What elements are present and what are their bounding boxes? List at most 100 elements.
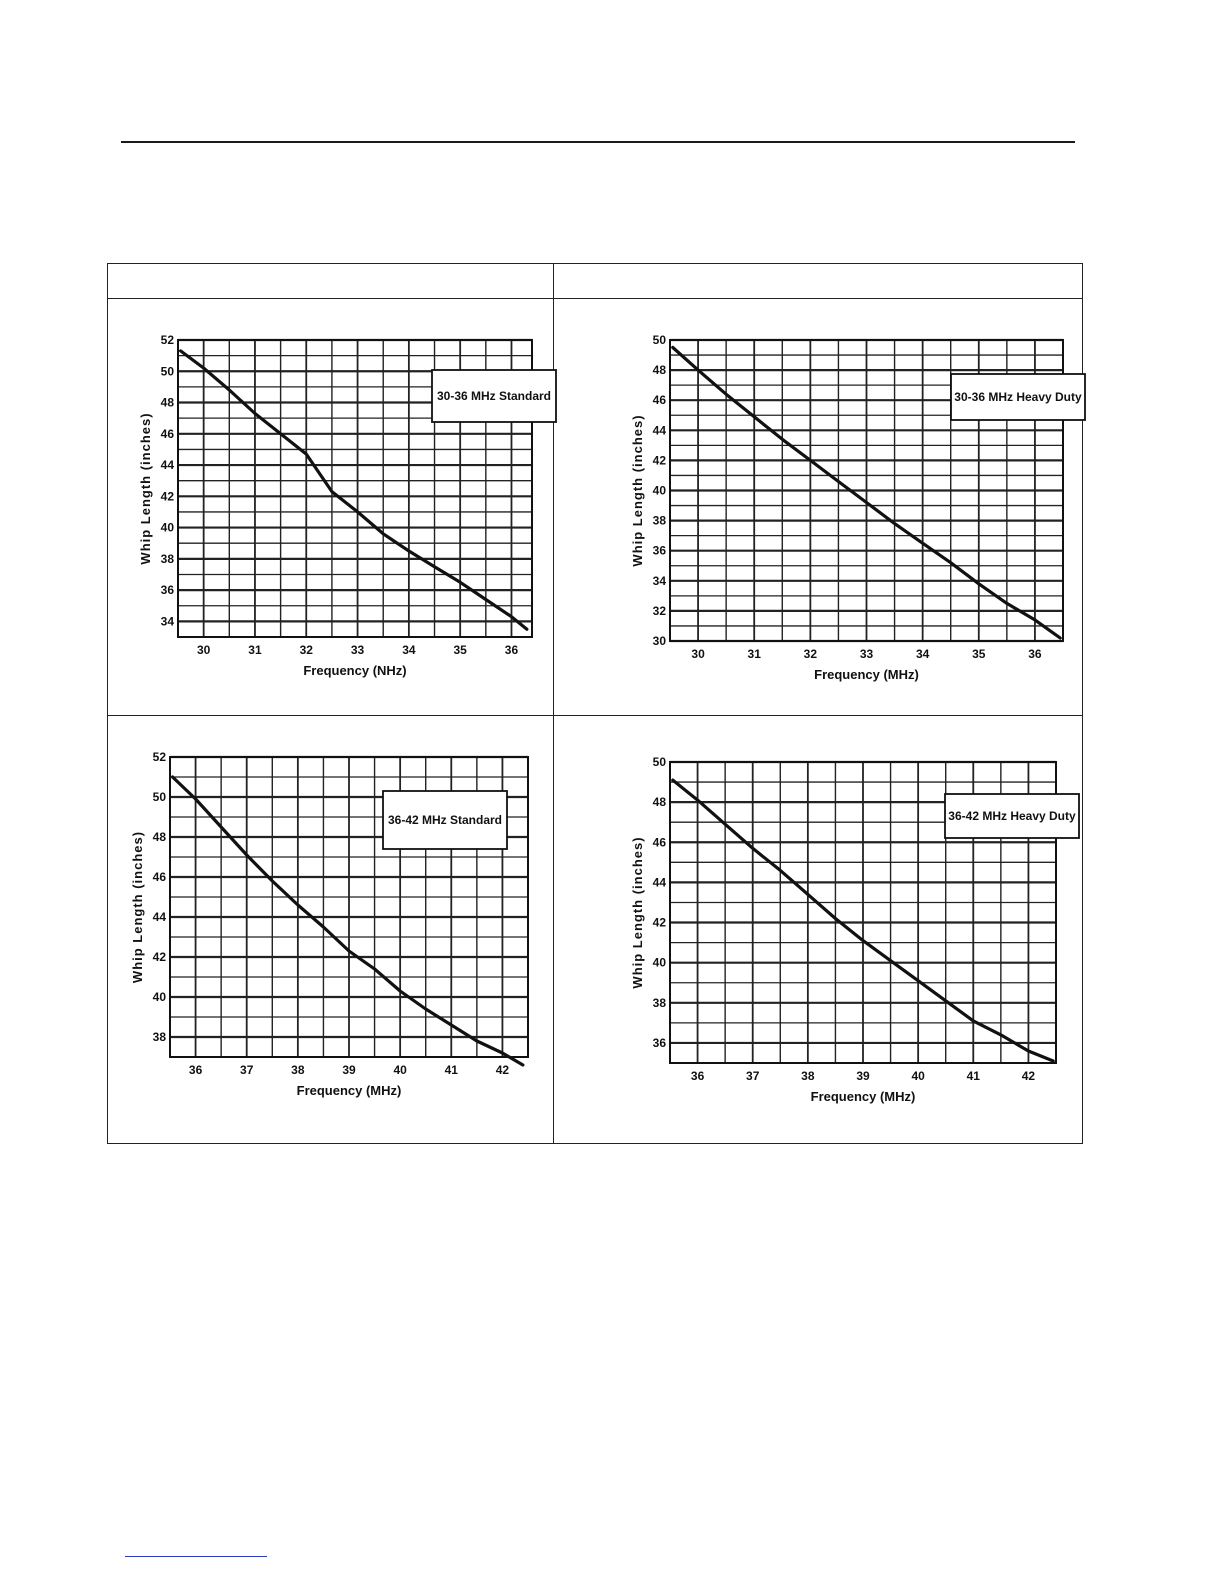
y-tick-label: 50 <box>153 790 167 804</box>
y-axis-label: Whip Length (inches) <box>138 412 153 564</box>
y-axis-label: Whip Length (inches) <box>130 831 145 983</box>
y-tick-label: 42 <box>653 916 667 930</box>
y-tick-label: 42 <box>653 453 667 467</box>
legend: 36-42 MHz Standard <box>382 790 508 850</box>
chart-cell-36-42-heavy-duty: 36 37 38 39 40 41 42 50 48 46 44 42 40 38 36 Frequency … <box>553 715 1083 1144</box>
y-tick-label: 46 <box>653 835 667 849</box>
legend-box <box>944 793 1080 839</box>
x-tick-label: 34 <box>916 647 930 661</box>
series-line <box>671 778 1055 1063</box>
table-header-row <box>107 263 1083 299</box>
y-tick-label: 38 <box>161 552 175 566</box>
y-tick-label: 38 <box>653 514 667 528</box>
header-cell-left <box>107 263 554 299</box>
legend-box <box>382 790 508 850</box>
x-tick-label: 38 <box>291 1063 305 1077</box>
y-tick-label: 36 <box>653 1036 667 1050</box>
y-tick-label: 30 <box>653 634 667 648</box>
header-cell-right <box>553 263 1083 299</box>
y-tick-label: 38 <box>153 1030 167 1044</box>
legend: 30-36 MHz Heavy Duty <box>950 373 1086 421</box>
y-axis-label: Whip Length (inches) <box>630 836 645 988</box>
y-tick-label: 40 <box>653 484 667 498</box>
y-tick-label: 48 <box>161 396 175 410</box>
y-tick-label: 42 <box>153 950 167 964</box>
x-tick-label: 30 <box>691 647 705 661</box>
chart-cell-30-36-heavy-duty: 30 31 32 33 34 35 36 50 48 46 44 42 40 38 36 34 32 30 Freq… <box>553 298 1086 716</box>
legend: 30-36 MHz Standard <box>431 369 557 423</box>
y-tick-label: 46 <box>161 427 175 441</box>
y-tick-label: 36 <box>161 583 175 597</box>
y-tick-label: 44 <box>653 423 667 437</box>
legend: 36-42 MHz Heavy Duty <box>944 793 1080 839</box>
x-tick-label: 38 <box>801 1069 815 1083</box>
charts-table: 30 31 32 33 34 35 36 52 50 48 46 44 42 40 38 36 34 Freque… <box>107 263 1086 1144</box>
y-tick-label: 50 <box>653 755 667 769</box>
y-tick-label: 46 <box>153 870 167 884</box>
footer-link-underline <box>125 1556 267 1557</box>
y-tick-label: 50 <box>161 364 175 378</box>
x-axis-label: Frequency (MHz) <box>297 1083 402 1098</box>
y-tick-label: 32 <box>653 604 667 618</box>
x-tick-label: 33 <box>860 647 874 661</box>
table-row: 36 37 38 39 40 41 42 52 50 48 46 44 42 40 38 Frequency … <box>107 715 1083 1144</box>
y-tick-label: 40 <box>653 956 667 970</box>
y-tick-label: 48 <box>153 830 167 844</box>
x-tick-label: 31 <box>748 647 762 661</box>
plot-frame <box>169 756 529 1058</box>
x-tick-label: 42 <box>1022 1069 1036 1083</box>
legend-box <box>431 369 557 423</box>
y-tick-label: 46 <box>653 393 667 407</box>
table-row: 30 31 32 33 34 35 36 52 50 48 46 44 42 40 38 36 34 Freque… <box>107 298 1086 716</box>
legend-label: 36-42 MHz Standard <box>388 813 502 827</box>
chart-2: 36 37 38 39 40 41 42 52 50 48 46 44 42 40 38 Frequency … <box>130 750 529 1098</box>
series-line <box>178 349 529 631</box>
x-tick-label: 34 <box>402 643 416 657</box>
y-tick-label: 52 <box>153 750 167 764</box>
legend-box <box>950 373 1086 421</box>
x-axis-label: Frequency (MHz) <box>814 667 919 682</box>
x-tick-label: 41 <box>967 1069 981 1083</box>
y-tick-label: 40 <box>153 990 167 1004</box>
x-tick-label: 32 <box>804 647 818 661</box>
y-tick-label: 44 <box>153 910 167 924</box>
x-tick-label: 31 <box>248 643 262 657</box>
x-tick-label: 40 <box>911 1069 925 1083</box>
x-axis-label: Frequency (MHz) <box>811 1089 916 1104</box>
x-tick-label: 39 <box>342 1063 356 1077</box>
y-tick-label: 34 <box>161 614 175 628</box>
y-tick-label: 34 <box>653 574 667 588</box>
x-tick-label: 41 <box>445 1063 459 1077</box>
series-line <box>671 345 1062 640</box>
y-tick-label: 48 <box>653 363 667 377</box>
chart-1: 30 31 32 33 34 35 36 50 48 46 44 42 40 38 36 34 32 30 Freq… <box>630 333 1086 682</box>
gridlines <box>669 760 1057 1064</box>
y-tick-label: 36 <box>653 544 667 558</box>
x-tick-label: 33 <box>351 643 365 657</box>
plot-frame <box>669 761 1057 1064</box>
x-tick-label: 37 <box>240 1063 254 1077</box>
x-tick-label: 37 <box>746 1069 760 1083</box>
y-tick-label: 44 <box>653 875 667 889</box>
y-tick-label: 42 <box>161 489 175 503</box>
x-tick-label: 32 <box>300 643 314 657</box>
legend-label: 30-36 MHz Heavy Duty <box>954 390 1082 404</box>
y-tick-label: 52 <box>161 333 175 347</box>
legend-label: 30-36 MHz Standard <box>437 389 551 403</box>
y-axis-label: Whip Length (inches) <box>630 414 645 566</box>
x-axis-label: Frequency (NHz) <box>303 663 406 678</box>
x-tick-label: 35 <box>972 647 986 661</box>
top-rule <box>121 141 1075 143</box>
x-tick-label: 40 <box>393 1063 407 1077</box>
series-line <box>170 775 525 1067</box>
x-tick-label: 39 <box>856 1069 870 1083</box>
x-tick-label: 30 <box>197 643 211 657</box>
y-tick-label: 44 <box>161 458 175 472</box>
x-tick-label: 36 <box>1028 647 1042 661</box>
chart-cell-36-42-standard: 36 37 38 39 40 41 42 52 50 48 46 44 42 40 38 Frequency … <box>107 715 554 1144</box>
x-tick-label: 42 <box>496 1063 510 1077</box>
chart-3: 36 37 38 39 40 41 42 50 48 46 44 42 40 38 36 Frequency … <box>630 755 1080 1104</box>
chart-0: 30 31 32 33 34 35 36 52 50 48 46 44 42 40 38 36 34 Freque… <box>138 333 557 678</box>
y-tick-label: 40 <box>161 521 175 535</box>
plot-frame <box>669 339 1064 642</box>
